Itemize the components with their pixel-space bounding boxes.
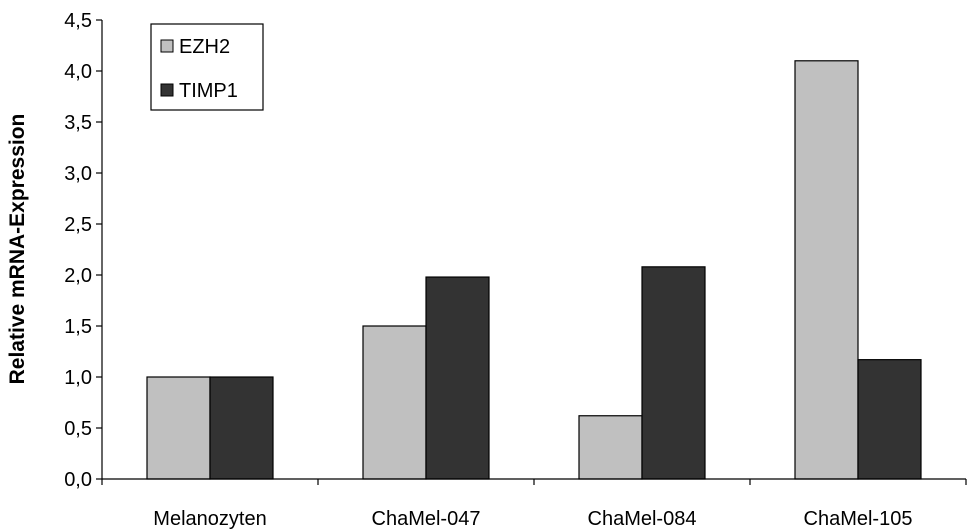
bar-ezh2-chamel-084 [578, 415, 643, 480]
y-tick-label: 2,0 [64, 265, 92, 287]
y-tick-label: 3,5 [64, 112, 92, 134]
bar-ezh2-chamel-105 [794, 60, 859, 480]
y-tick-label: 0,5 [64, 418, 92, 440]
bar-timp1-melanozyten [209, 376, 274, 480]
x-tick-label: ChaMel-084 [588, 508, 697, 530]
bar-ezh2-melanozyten [146, 376, 211, 480]
legend-swatch-ezh2 [160, 39, 174, 53]
legend-swatch-timp1 [160, 83, 174, 97]
y-tick-label: 4,0 [64, 61, 92, 83]
bar-ezh2-chamel-047 [362, 325, 427, 480]
y-tick-label: 0,0 [64, 469, 92, 491]
axes-group: 0,0 0,5 1,0 1,5 2,0 2,5 3,0 3,5 4,0 4,5 Melanozyte… [64, 10, 967, 530]
x-tick-label: ChaMel-105 [804, 508, 913, 530]
x-tick-label: ChaMel-047 [372, 508, 481, 530]
y-tick-label: 4,5 [64, 10, 92, 32]
legend-label-timp1: TIMP1 [179, 80, 238, 102]
y-tick-label: 1,5 [64, 316, 92, 338]
y-tick-label: 3,0 [64, 163, 92, 185]
bars-group [146, 60, 922, 480]
legend-label-ezh2: EZH2 [179, 36, 230, 58]
legend: EZH2 TIMP1 [150, 23, 264, 111]
y-axis-label: Relative mRNA-Expression [6, 114, 29, 385]
bar-timp1-chamel-047 [425, 276, 490, 480]
bar-timp1-chamel-084 [641, 266, 706, 480]
x-tick-label: Melanozyten [153, 508, 266, 530]
y-tick-label: 2,5 [64, 214, 92, 236]
y-tick-label: 1,0 [64, 367, 92, 389]
bar-timp1-chamel-105 [857, 359, 922, 480]
